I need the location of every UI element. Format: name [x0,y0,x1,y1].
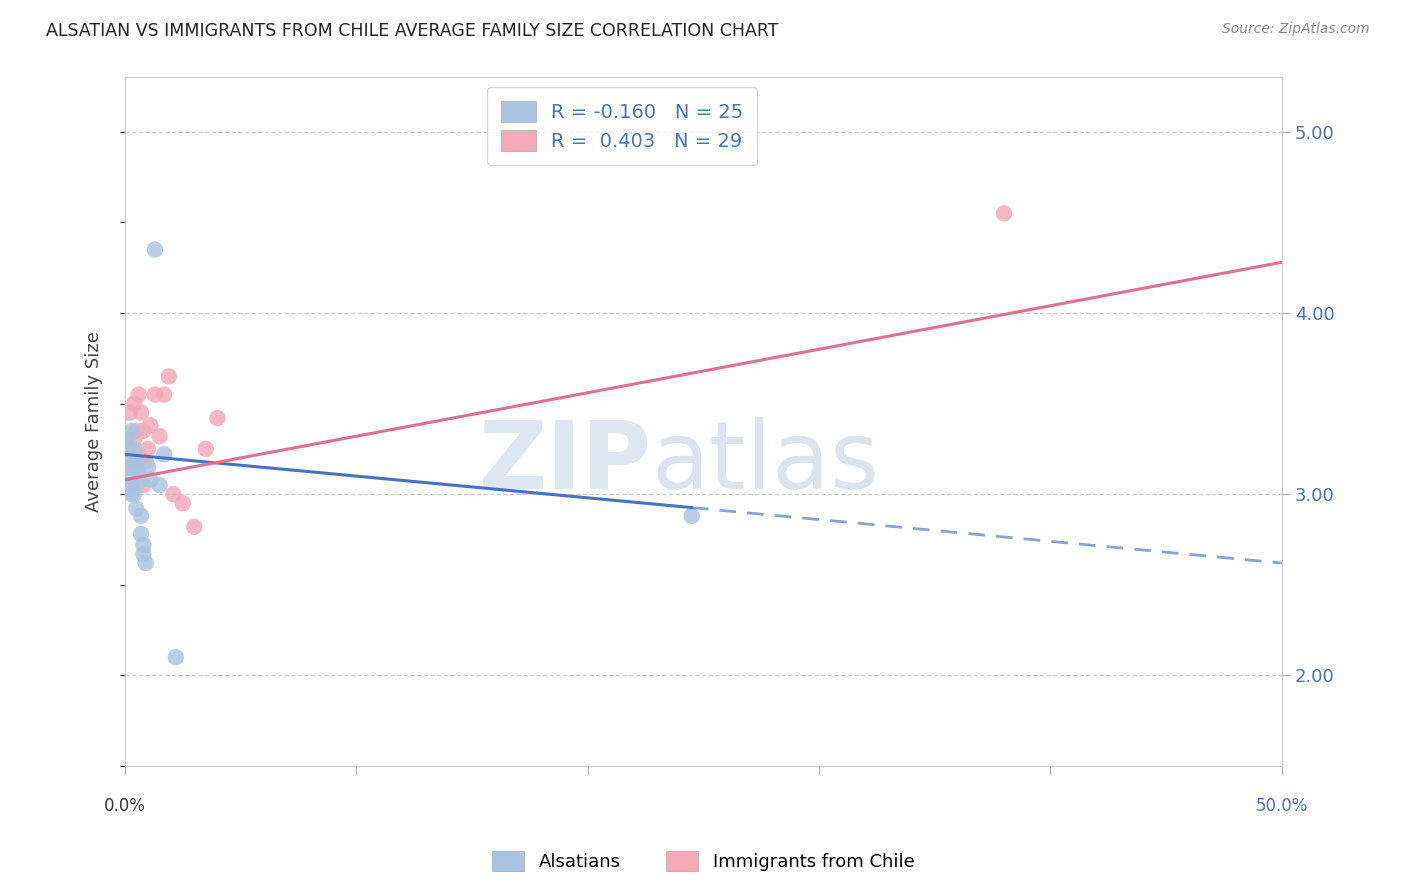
Point [125,501,148,516]
Point [115,433,138,447]
Point [135,556,157,570]
Point [125,454,148,468]
Text: atlas: atlas [651,417,880,509]
Point [129,508,152,523]
Point [121,487,143,501]
Point [153,387,176,401]
Point [118,406,141,420]
Point [129,527,152,541]
Point [165,650,187,665]
Point [207,411,229,425]
Point [118,478,141,492]
Point [132,538,155,552]
Point [132,478,155,492]
Point [122,442,145,456]
Point [139,473,162,487]
Point [153,447,176,461]
Point [681,508,703,523]
Point [194,442,217,456]
Text: ZIP: ZIP [478,417,651,509]
Point [122,396,145,410]
Point [143,243,166,257]
Point [132,547,155,561]
Point [122,433,145,447]
Point [128,466,150,480]
Point [136,442,159,456]
Point [118,450,141,465]
Point [172,496,194,510]
Point [139,418,162,433]
Point [132,424,155,438]
Point [128,475,150,489]
Point [125,424,148,438]
Point [135,454,157,468]
Point [143,387,166,401]
Point [128,387,150,401]
Point [121,460,143,475]
Point [115,460,138,475]
Point [129,450,152,465]
Point [136,460,159,475]
Text: ALSATIAN VS IMMIGRANTS FROM CHILE AVERAGE FAMILY SIZE CORRELATION CHART: ALSATIAN VS IMMIGRANTS FROM CHILE AVERAG… [46,22,779,40]
Text: 50.0%: 50.0% [1256,797,1308,814]
Point [122,487,145,501]
Text: 0.0%: 0.0% [104,797,146,814]
Point [121,424,143,438]
Point [162,487,184,501]
Point [121,450,143,465]
Legend: Alsatians, Immigrants from Chile: Alsatians, Immigrants from Chile [485,844,921,879]
Point [157,369,180,384]
Point [121,478,143,492]
Point [183,520,205,534]
Point [115,433,138,447]
Point [128,447,150,461]
Point [148,429,170,443]
Point [993,206,1015,220]
Legend: R = -0.160   N = 25, R =  0.403   N = 29: R = -0.160 N = 25, R = 0.403 N = 29 [488,87,758,164]
Text: Source: ZipAtlas.com: Source: ZipAtlas.com [1222,22,1369,37]
Point [148,478,170,492]
Point [129,406,152,420]
Y-axis label: Average Family Size: Average Family Size [86,331,103,512]
Point [118,442,141,456]
Point [115,469,138,483]
Point [125,460,148,475]
